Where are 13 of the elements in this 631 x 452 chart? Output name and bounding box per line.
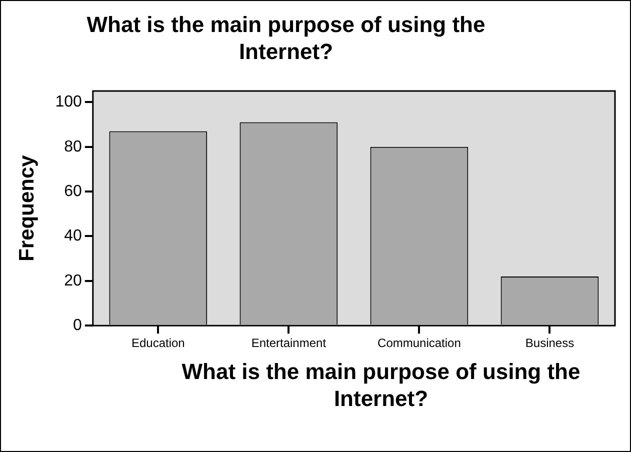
y-axis-title: Frequency (15, 154, 38, 262)
x-tick-label: Communication (378, 336, 461, 350)
y-tick-label: 60 (64, 182, 82, 200)
y-tick-label: 20 (64, 272, 82, 290)
y-tick-label: 100 (55, 94, 82, 111)
x-tick-label: Business (525, 336, 574, 350)
y-tick-label: 40 (64, 228, 82, 245)
x-tick-label: Entertainment (251, 336, 327, 350)
x-tick-label: Education (131, 336, 185, 350)
y-tick-label: 0 (72, 317, 82, 334)
chart-title: What is the main purpose of using the Internet? (86, 11, 486, 65)
y-tick-label: 80 (64, 138, 82, 156)
x-axis-title: What is the main purpose of using the Internet? (180, 358, 582, 412)
